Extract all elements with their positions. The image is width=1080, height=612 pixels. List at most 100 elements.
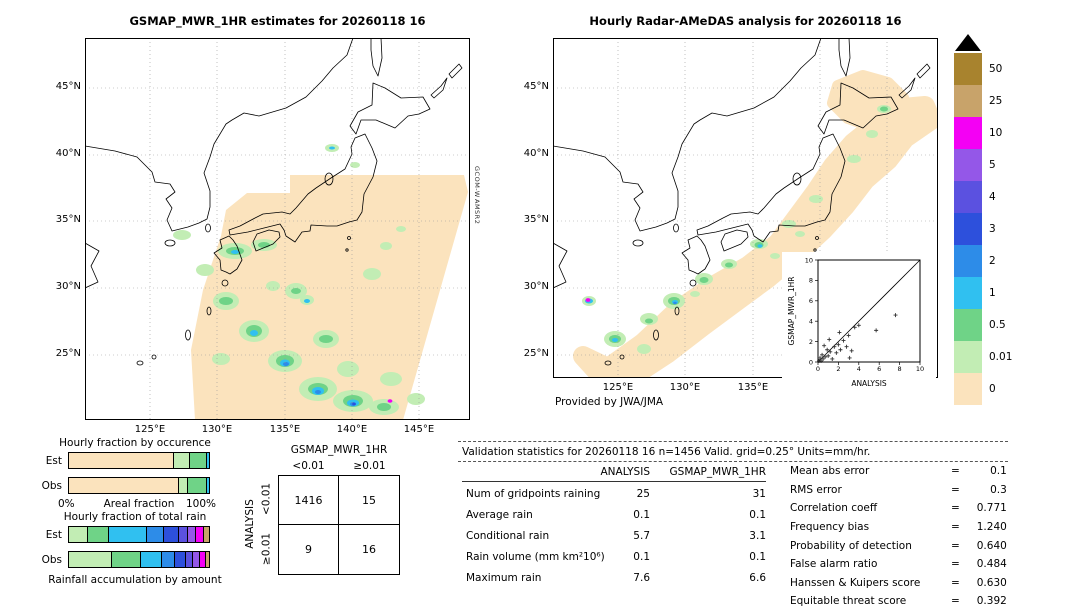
scatter-point [841,338,846,343]
scatter-point [834,350,839,355]
lon-tick-label: 135°E [269,424,301,435]
scatter-x-tick-label: 4 [857,365,861,373]
occurrence-axis-min: 0% [58,498,75,510]
score-label: Probability of detection [790,539,912,552]
lat-tick-label: 30°N [55,281,81,292]
equals-sign: = [951,465,960,478]
scatter-point [847,355,852,360]
stats-value: 0.1 [633,509,650,521]
bar-segment [173,552,186,567]
bar-segment [203,527,209,542]
stats-value: 0.1 [749,509,766,521]
colorbar-segment: 1 [954,277,996,309]
satellite-label-line2: AMSR2 [473,198,481,225]
lon-tick-label: 125°E [602,382,634,393]
divider [458,461,1008,462]
score-row: Probability of detection = 0.640 [790,536,1020,555]
occurrence-est-label: Est [45,455,62,467]
score-value: 0.392 [976,595,1007,608]
totalrain-chart-title: Hourly fraction of total rain [63,511,207,523]
lat-tick-label: 25°N [55,348,81,359]
scatter-y-tick-label: 4 [809,318,813,326]
scores-list: Mean abs error = 0.1 RMS error = 0.3 Correlati… [790,462,1020,611]
stats-value: 7.6 [633,572,650,584]
lon-tick-label: 130°E [669,382,701,393]
scatter-y-tick-label: 2 [809,338,813,346]
bar-segment [69,552,111,567]
scatter-point [822,343,827,348]
bar-segment [178,478,187,493]
scatter-point [821,356,826,361]
scatter-point [852,325,857,330]
gsmap-precip-shading [173,144,468,420]
satellite-label: GCOM-W AMSR2 [473,166,481,224]
colorbar-overflow-triangle [955,34,981,51]
bar-segment [140,552,162,567]
stats-value: 25 [636,488,650,500]
stats-col-header-gsmap: GSMAP_MWR_1HR [669,466,766,478]
occurrence-obs-bar [68,477,210,494]
score-value: 0.1 [990,465,1007,478]
lon-tick-label: 140°E [336,424,368,435]
contingency-col-header: <0.01 [292,460,325,472]
colorbar-tick-label: 4 [989,191,996,203]
scatter-y-ticks: 0 2 4 6 8 10 [805,256,818,366]
bar-segment [145,527,163,542]
colorbar-segments: 50 25 10 5 4 3 2 1 0.5 0.01 0 [954,53,1012,405]
identity-line [817,259,921,363]
bar-segment [111,552,141,567]
scatter-y-axis-label: GSMAP_MWR_1HR [787,277,796,346]
score-value: 0.630 [976,576,1007,589]
scatter-x-axis-label: ANALYSIS [851,379,887,388]
scatter-point [826,353,831,358]
bar-segment [161,552,174,567]
scatter-point [820,352,825,357]
map-frame [85,38,470,420]
colorbar-tick-label: 0.01 [989,351,1013,363]
contingency-cell: 9 [279,525,339,574]
colorbar: 50 25 10 5 4 3 2 1 0.5 0.01 0 [954,34,1012,405]
totalrain-axis-caption: Rainfall accumulation by amount [48,574,222,586]
scatter-inset: 0 2 4 6 8 10 0 2 4 6 8 10 ANALYSIS GSMAP_MWR_1HR [782,252,936,400]
equals-sign: = [951,539,960,552]
bar-segment [194,527,204,542]
bar-segment [69,478,179,493]
lat-tick-label: 45°N [523,81,549,92]
scatter-x-tick-label: 6 [877,365,881,373]
bar-segment [178,527,187,542]
score-value: 1.240 [976,521,1007,534]
score-row: RMS error = 0.3 [790,481,1020,500]
score-label: Mean abs error [790,465,870,478]
scatter-point [874,328,879,333]
score-label: Correlation coeff [790,502,878,515]
contingency-row-axis: ANALYSIS [244,499,256,549]
scatter-point [827,337,832,342]
scatter-x-tick-label: 8 [898,365,902,373]
stats-row-label: Num of gridpoints raining [466,488,601,500]
occurrence-axis-caption: Areal fraction [103,498,175,510]
stats-value: 5.7 [633,530,650,542]
scatter-point [832,344,837,349]
lon-tick-label: 135°E [737,382,769,393]
bar-segment [87,527,109,542]
scatter-x-tick-label: 2 [836,365,840,373]
colorbar-segment: 25 [954,85,1002,117]
lat-tick-label: 25°N [523,348,549,359]
radar-map-title: Hourly Radar-AMeDAS analysis for 2026011… [589,14,902,28]
score-label: RMS error [790,483,842,496]
scatter-y-tick-label: 6 [809,297,813,305]
bar-segment [186,478,207,493]
equals-sign: = [951,521,960,534]
stats-value: 3.1 [749,530,766,542]
scatter-point [856,323,861,328]
colorbar-tick-label: 1 [989,287,996,299]
scatter-point [849,348,854,353]
scatter-point [819,358,824,363]
gsmap-map-panel: GSMAP_MWR_1HR estimates for 20260118 16 [56,14,481,435]
colorbar-segment: 2 [954,245,996,277]
colorbar-tick-label: 25 [989,95,1003,107]
stats-row-label: Rain volume (mm km²10⁶) [466,551,605,563]
bar-segment [204,552,209,567]
scatter-point [836,342,841,347]
satellite-label-line1: GCOM-W [473,166,481,198]
